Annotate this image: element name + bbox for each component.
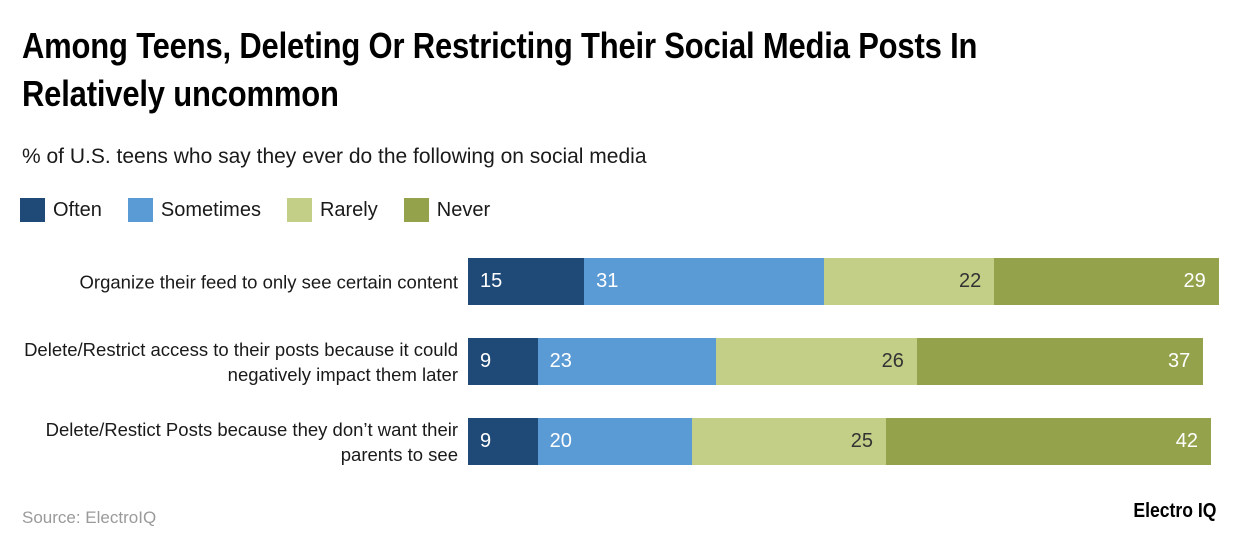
stacked-bar: 9 20 25 42 — [468, 418, 1212, 465]
bar-segment-value: 15 — [480, 270, 503, 292]
bar-segment-value: 22 — [959, 270, 982, 292]
bar-row-label: Delete/Restict Posts because they don’t … — [45, 418, 458, 465]
bar-segment-rarely[interactable]: 22 — [824, 258, 995, 305]
bar-segment-value: 25 — [850, 430, 873, 452]
bar-segment-often[interactable]: 9 — [468, 338, 538, 385]
bar-segment-value: 26 — [881, 350, 904, 372]
bar-segment-value: 20 — [549, 430, 572, 452]
bar-row: Delete/Restict Posts because they don’t … — [0, 418, 1240, 465]
legend-item-often[interactable]: Often — [20, 198, 102, 222]
bar-segment-value: 37 — [1168, 350, 1191, 372]
page-title: Among Teens, Deleting Or Restricting The… — [22, 25, 978, 114]
legend-swatch-icon — [403, 198, 429, 222]
bar-segment-value: 23 — [549, 350, 572, 372]
legend-swatch-icon — [286, 198, 312, 222]
bar-segment-never[interactable]: 42 — [885, 418, 1212, 465]
legend-swatch-icon — [20, 198, 45, 222]
chart-legend: Often Sometimes Rarely Never — [20, 197, 490, 223]
bar-segment-sometimes[interactable]: 23 — [537, 338, 716, 385]
legend-swatch-icon — [127, 198, 153, 222]
bar-segment-rarely[interactable]: 25 — [692, 418, 886, 465]
bar-segment-value: 42 — [1175, 430, 1199, 452]
legend-item-never[interactable]: Never — [403, 198, 491, 222]
bar-segment-value: 9 — [480, 430, 492, 452]
bar-segment-sometimes[interactable]: 31 — [584, 258, 825, 305]
bar-segment-often[interactable]: 9 — [468, 418, 538, 465]
chart-plot-area: Organize their feed to only see certain … — [0, 243, 1240, 475]
bar-segment-often[interactable]: 15 — [468, 258, 585, 305]
bar-segment-rarely[interactable]: 26 — [715, 338, 917, 385]
bar-segment-never[interactable]: 29 — [994, 258, 1219, 305]
stacked-bar: 9 23 26 37 — [468, 338, 1204, 385]
stacked-bar: 15 31 22 29 — [468, 258, 1219, 305]
legend-item-sometimes[interactable]: Sometimes — [127, 198, 261, 222]
bar-segment-value: 29 — [1183, 270, 1206, 292]
legend-item-label: Never — [436, 199, 491, 221]
legend-item-label: Rarely — [319, 199, 378, 221]
bar-row-label: Delete/Restrict access to their posts be… — [24, 338, 458, 385]
bar-row: Organize their feed to only see certain … — [0, 258, 1240, 305]
bar-segment-value: 31 — [596, 270, 619, 292]
bar-segment-never[interactable]: 37 — [916, 338, 1204, 385]
bar-segment-sometimes[interactable]: 20 — [537, 418, 693, 465]
legend-item-label: Often — [53, 199, 102, 221]
source-note: Source: ElectroIQ — [22, 508, 157, 527]
bar-row-label: Organize their feed to only see certain … — [79, 271, 458, 292]
legend-item-label: Sometimes — [160, 199, 261, 221]
bar-row: Delete/Restrict access to their posts be… — [0, 338, 1240, 385]
legend-item-rarely[interactable]: Rarely — [286, 198, 378, 222]
bar-segment-value: 9 — [480, 350, 492, 372]
chart-subtitle: % of U.S. teens who say they ever do the… — [22, 145, 647, 168]
brand-logo: Electro IQ — [1132, 500, 1216, 522]
